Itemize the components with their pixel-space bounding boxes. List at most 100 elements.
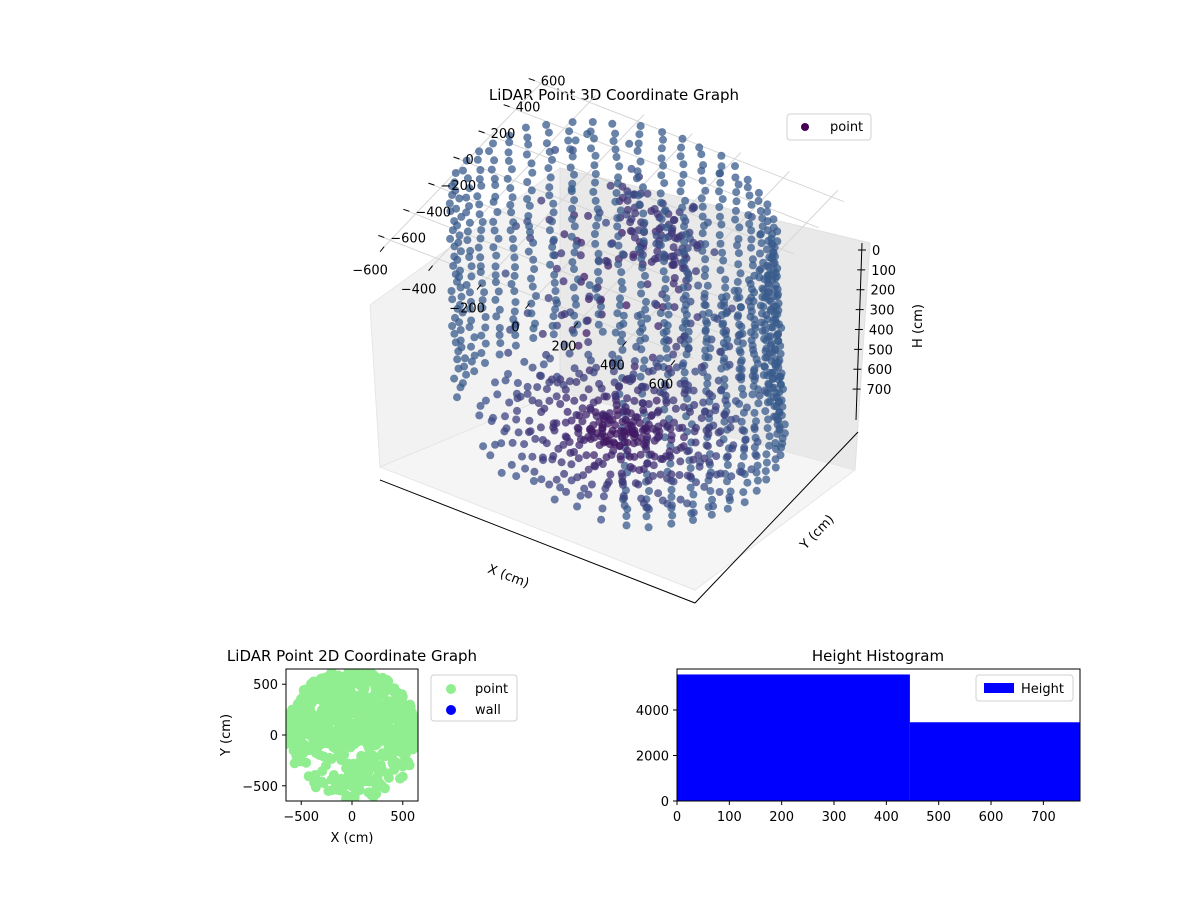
point-marker xyxy=(538,453,547,462)
point-marker xyxy=(461,354,469,363)
point-marker xyxy=(567,232,576,241)
point-marker xyxy=(448,295,457,304)
point-marker xyxy=(735,293,744,302)
point-marker xyxy=(394,695,405,706)
point-marker xyxy=(765,368,774,377)
point-marker xyxy=(579,471,588,480)
point-marker xyxy=(335,673,346,684)
point-marker xyxy=(680,257,689,266)
point-marker xyxy=(470,333,479,342)
point-marker xyxy=(584,350,593,359)
point-marker xyxy=(754,385,763,394)
histogram-y-ticks: 0 2000 4000 xyxy=(636,704,677,810)
point-marker xyxy=(727,472,736,481)
point-marker xyxy=(316,776,327,787)
point-marker xyxy=(495,331,504,339)
point-marker xyxy=(592,221,601,230)
point-marker xyxy=(530,265,539,274)
point-marker xyxy=(508,438,517,447)
point-marker xyxy=(495,350,504,359)
point-marker xyxy=(667,519,676,528)
x-tick xyxy=(428,265,433,271)
point-marker xyxy=(676,457,685,466)
point-marker xyxy=(752,486,761,495)
point-marker xyxy=(746,280,755,288)
point-marker xyxy=(708,392,717,401)
point-marker xyxy=(525,416,534,425)
z-tick-label: 0 xyxy=(872,244,880,259)
point-marker xyxy=(747,307,756,316)
point-marker xyxy=(738,384,746,393)
point-marker xyxy=(370,779,381,790)
point-marker xyxy=(527,159,536,168)
point-marker xyxy=(749,297,758,306)
point-marker xyxy=(585,292,594,301)
point-marker xyxy=(665,447,674,456)
point-marker xyxy=(669,243,678,252)
point-marker xyxy=(523,133,532,142)
point-marker xyxy=(584,465,593,474)
point-marker xyxy=(767,234,776,243)
point-marker xyxy=(603,419,612,428)
point-marker xyxy=(587,144,595,153)
point-marker xyxy=(389,725,399,736)
point-marker xyxy=(643,459,652,468)
point-marker xyxy=(364,702,375,713)
point-marker xyxy=(491,271,500,280)
point-marker xyxy=(465,218,474,227)
point-marker xyxy=(734,286,743,295)
point-marker xyxy=(544,128,553,137)
point-marker xyxy=(573,502,582,511)
point-marker xyxy=(463,236,472,245)
point-marker xyxy=(637,254,646,263)
point-marker xyxy=(676,152,685,161)
point-marker xyxy=(476,253,485,262)
point-marker xyxy=(343,759,354,770)
point-marker xyxy=(618,285,627,293)
point-marker xyxy=(639,237,648,246)
point-marker xyxy=(598,460,607,468)
point-marker xyxy=(659,250,668,259)
point-marker xyxy=(640,356,649,365)
point-marker xyxy=(762,475,771,484)
point-marker xyxy=(676,379,685,388)
point-marker xyxy=(747,235,756,244)
point-marker xyxy=(684,327,693,336)
point-marker xyxy=(570,396,579,405)
point-marker xyxy=(714,376,723,385)
point-marker xyxy=(304,684,315,695)
point-marker xyxy=(452,204,461,213)
point-marker xyxy=(616,301,625,310)
point-marker xyxy=(657,215,666,223)
point-marker xyxy=(614,232,623,241)
point-marker xyxy=(697,150,706,159)
point-marker xyxy=(533,383,542,392)
point-marker xyxy=(584,211,593,220)
point-marker xyxy=(566,377,574,386)
point-marker xyxy=(669,215,678,224)
point-marker xyxy=(617,337,625,346)
point-marker xyxy=(701,326,710,335)
point-marker xyxy=(716,239,725,248)
point-marker xyxy=(623,438,632,447)
point-marker xyxy=(523,389,532,398)
point-marker xyxy=(462,281,471,289)
point-marker xyxy=(570,222,579,231)
point-marker xyxy=(528,396,537,405)
point-marker xyxy=(636,122,645,130)
x-tick xyxy=(670,359,676,366)
point-marker xyxy=(388,686,399,697)
point-marker xyxy=(492,312,501,321)
point-marker xyxy=(757,239,766,248)
point-marker xyxy=(778,439,787,448)
point-marker xyxy=(545,226,554,235)
point-marker xyxy=(346,781,357,792)
point-marker xyxy=(637,280,645,289)
point-marker xyxy=(632,342,641,351)
point-marker xyxy=(600,392,609,401)
point-marker xyxy=(571,294,580,303)
point-marker xyxy=(771,439,780,447)
point-marker xyxy=(698,202,707,211)
point-marker xyxy=(694,281,703,290)
point-marker xyxy=(545,191,554,200)
